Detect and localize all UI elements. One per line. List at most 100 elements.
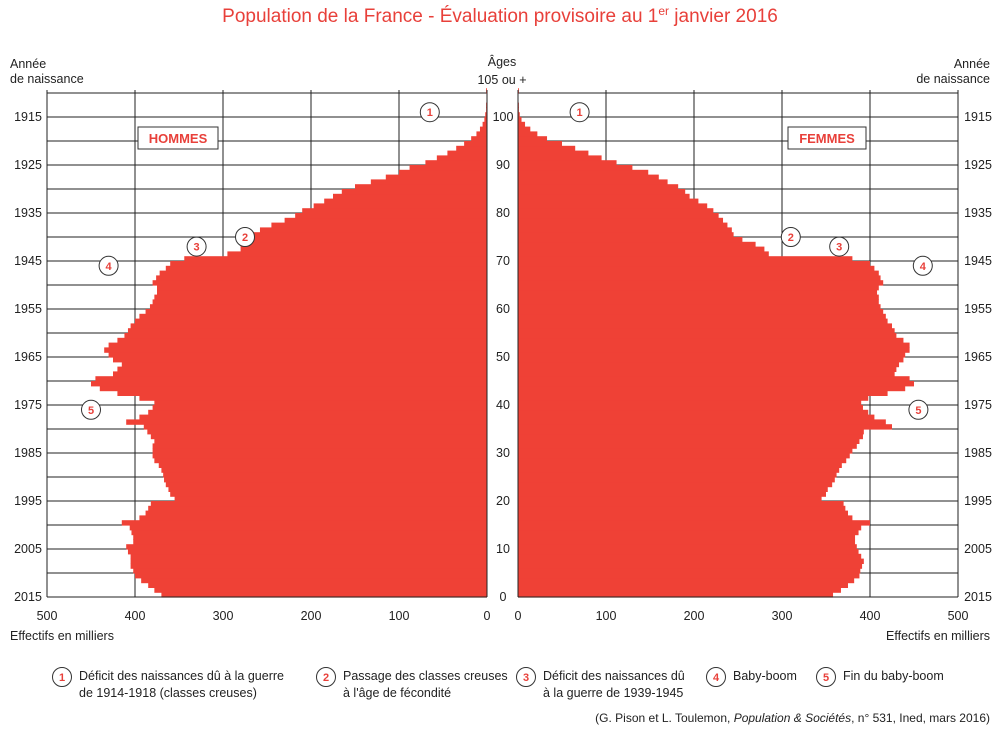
bar-women-age-44 xyxy=(518,381,914,387)
birth-year-tick-left: 1985 xyxy=(14,446,42,460)
age-tick: 0 xyxy=(500,590,507,604)
bar-men-age-59 xyxy=(145,309,487,315)
bar-women-age-97 xyxy=(518,126,531,132)
bar-women-age-77 xyxy=(518,222,728,228)
legend-text-3-line2: à la guerre de 1939-1945 xyxy=(543,686,683,700)
bar-women-age-16 xyxy=(518,515,853,521)
bar-men-age-73 xyxy=(240,241,487,248)
bar-men-age-80 xyxy=(302,208,487,214)
bar-women-age-73 xyxy=(518,241,756,248)
bar-men-age-15 xyxy=(121,520,488,526)
bar-women-age-47 xyxy=(518,366,897,372)
age-tick: 40 xyxy=(496,398,510,412)
bar-women-age-68 xyxy=(518,265,875,272)
bar-women-age-25 xyxy=(518,472,837,478)
bar-men-age-24 xyxy=(164,477,488,483)
bar-women-age-43 xyxy=(518,385,906,392)
bar-women-age-72 xyxy=(518,246,765,252)
bar-men-age-44 xyxy=(91,381,487,387)
bar-women-age-40 xyxy=(518,400,862,406)
bar-men-age-40 xyxy=(154,400,488,406)
bar-women-age-21 xyxy=(518,491,826,497)
bar-men-age-85 xyxy=(355,184,487,190)
birth-year-tick-right: 1935 xyxy=(964,206,992,220)
legend-number-4: 4 xyxy=(713,672,720,684)
bar-women-age-89 xyxy=(518,165,633,171)
legend-text-1-line2: de 1914-1918 (classes creuses) xyxy=(79,686,257,700)
bar-women-age-54 xyxy=(518,333,897,339)
bar-men-age-3 xyxy=(141,577,487,584)
bar-men-age-22 xyxy=(168,486,487,492)
legend-number-1: 1 xyxy=(59,672,65,684)
bar-women-age-67 xyxy=(518,270,879,276)
bar-women-age-82 xyxy=(518,198,699,204)
birth-year-tick-right: 1945 xyxy=(964,254,992,268)
bar-men-age-47 xyxy=(117,366,488,372)
legend-text-1-line1: Déficit des naissances dû à la guerre xyxy=(79,669,284,683)
birth-year-tick-left: 1915 xyxy=(14,110,42,124)
bar-women-age-4 xyxy=(518,573,860,579)
bar-women-age-83 xyxy=(518,193,690,200)
x-axis-label-left: Effectifs en milliers xyxy=(10,629,114,643)
bar-women-age-100 xyxy=(518,112,520,118)
age-tick: 80 xyxy=(496,206,510,220)
bar-women-age-60 xyxy=(518,304,881,310)
bar-women-age-13 xyxy=(518,529,859,536)
bar-women-age-86 xyxy=(518,179,668,185)
bar-women-age-70 xyxy=(518,256,853,262)
x-tick-left: 400 xyxy=(125,609,146,623)
bar-men-age-76 xyxy=(259,227,487,233)
bar-men-age-36 xyxy=(126,419,487,425)
bar-women-age-96 xyxy=(518,131,538,137)
bar-men-age-68 xyxy=(165,265,488,272)
bar-men-age-7 xyxy=(130,558,487,564)
title-superscript: er xyxy=(658,4,669,18)
bar-men-age-18 xyxy=(148,505,487,512)
bar-men-age-4 xyxy=(135,573,487,579)
bar-men-age-38 xyxy=(148,409,487,416)
plot-frame xyxy=(46,90,959,598)
bar-women-age-41 xyxy=(518,395,869,401)
bar-women-age-27 xyxy=(518,462,842,468)
birth-year-tick-left: 1955 xyxy=(14,302,42,316)
birth-year-tick-left: 1925 xyxy=(14,158,42,172)
bar-men-age-2 xyxy=(148,582,487,588)
bar-men-age-12 xyxy=(133,534,488,540)
bar-women-age-91 xyxy=(518,155,602,161)
bar-men-age-97 xyxy=(479,126,487,132)
age-tick: 60 xyxy=(496,302,510,316)
bar-men-age-46 xyxy=(113,371,487,377)
age-tick: 70 xyxy=(496,254,510,268)
bar-women-age-39 xyxy=(518,405,863,411)
legend-text-2-line2: à l'âge de fécondité xyxy=(343,686,451,700)
bar-women-age-5 xyxy=(518,568,861,574)
bar-men-age-35 xyxy=(143,424,488,430)
age-tick: 90 xyxy=(496,158,510,172)
bar-women-age-42 xyxy=(518,390,888,396)
bar-men-age-75 xyxy=(249,232,487,238)
marker-circle-2 xyxy=(780,227,801,247)
bar-men-age-58 xyxy=(139,313,487,320)
bar-men-age-70 xyxy=(184,256,487,262)
bar-women-age-37 xyxy=(518,414,875,420)
bar-women-age-48 xyxy=(518,361,900,368)
tick-labels: 500 400 300 200 100 0 0 100 200 300 400 50001020304… xyxy=(14,110,992,623)
bar-women-age-33 xyxy=(518,433,863,440)
birth-year-tick-left: 1935 xyxy=(14,206,42,220)
x-tick-right: 0 xyxy=(515,609,522,623)
bar-men-age-77 xyxy=(271,222,487,228)
marker-number-1: 1 xyxy=(577,107,583,119)
bar-women-age-52 xyxy=(518,342,910,348)
marker-circle-5 xyxy=(908,399,929,420)
bar-women-age-30 xyxy=(518,448,853,454)
bar-men-age-72 xyxy=(240,246,487,252)
bar-women-age-84 xyxy=(518,189,686,195)
x-tick-right: 400 xyxy=(860,609,881,623)
x-tick-left: 100 xyxy=(389,609,410,623)
left-axis-label-line2: de naissance xyxy=(10,72,84,86)
bar-men-age-11 xyxy=(133,539,488,545)
legend-text-2-line1: Passage des classes creuses xyxy=(343,669,508,683)
bar-men-age-57 xyxy=(135,318,487,324)
bar-women-age-75 xyxy=(518,232,734,238)
